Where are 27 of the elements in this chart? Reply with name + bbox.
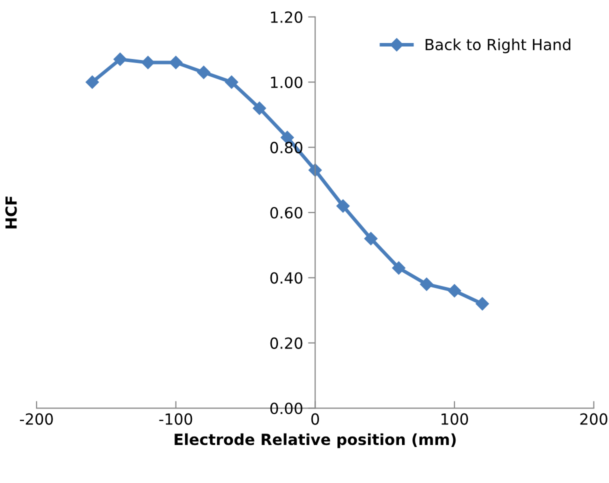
x-tick-label: 200 [580, 413, 608, 425]
y-tick-label: 0.00 [270, 402, 302, 414]
y-tick-label: 1.20 [271, 11, 302, 23]
y-tick-label: 1.00 [271, 76, 302, 88]
point [364, 232, 378, 246]
point [114, 52, 127, 66]
x-axis-title: Electrode Relative position (mm) [174, 433, 456, 448]
point [224, 76, 238, 89]
point [252, 102, 266, 115]
y-tick-label: 0.60 [270, 206, 302, 219]
y-axis-title: HCF [5, 196, 17, 228]
point [169, 56, 182, 70]
point [86, 76, 99, 89]
point [420, 278, 434, 291]
y-tick-label: 0.20 [270, 337, 302, 349]
point [141, 56, 155, 70]
point [448, 284, 462, 298]
x-tick-label: -200 [20, 413, 53, 425]
point [392, 261, 406, 275]
x-tick-label: 100 [442, 413, 468, 425]
legend-label: Back to Right Hand [426, 38, 570, 54]
point [197, 66, 210, 79]
y-tick-label: 0.40 [270, 272, 302, 284]
x-tick-label: -100 [159, 413, 192, 425]
point [476, 297, 489, 310]
x-tick-label: 0 [311, 413, 320, 425]
point [336, 199, 350, 213]
